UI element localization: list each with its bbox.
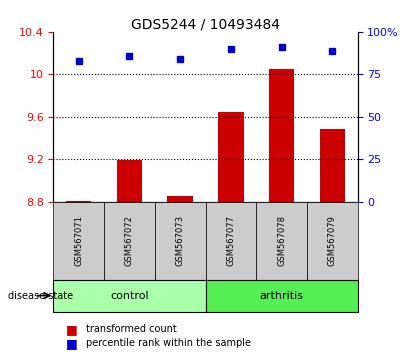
Text: GSM567078: GSM567078 <box>277 215 286 266</box>
Text: arthritis: arthritis <box>259 291 304 301</box>
Bar <box>66 201 91 202</box>
Text: ■: ■ <box>66 337 78 350</box>
Text: control: control <box>110 291 149 301</box>
Bar <box>319 129 345 202</box>
Bar <box>218 112 243 202</box>
Bar <box>168 196 193 202</box>
Text: GSM567073: GSM567073 <box>175 215 185 266</box>
Text: GSM567079: GSM567079 <box>328 215 337 266</box>
Bar <box>269 69 294 202</box>
Text: GDS5244 / 10493484: GDS5244 / 10493484 <box>131 18 280 32</box>
Text: percentile rank within the sample: percentile rank within the sample <box>86 338 251 348</box>
Text: ■: ■ <box>66 323 78 336</box>
Text: GSM567072: GSM567072 <box>125 215 134 266</box>
Text: GSM567071: GSM567071 <box>74 215 83 266</box>
Text: GSM567077: GSM567077 <box>226 215 236 266</box>
Text: transformed count: transformed count <box>86 324 177 334</box>
Bar <box>117 160 142 202</box>
Text: disease state: disease state <box>8 291 73 301</box>
